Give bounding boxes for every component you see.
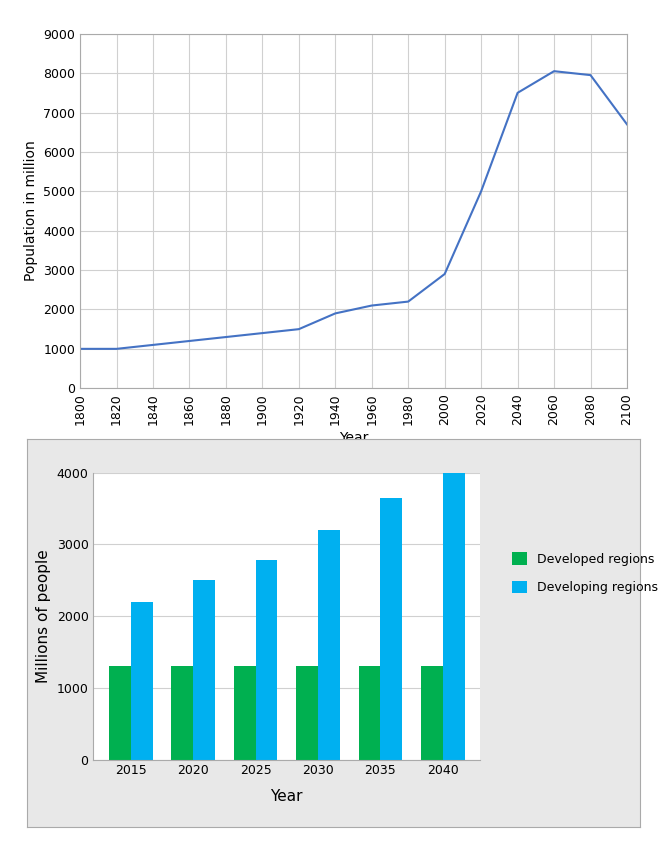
- X-axis label: Year: Year: [339, 430, 368, 445]
- Bar: [109, 667, 131, 760]
- X-axis label: Year: Year: [271, 788, 303, 803]
- Legend: Developed regions, Developing regions: Developed regions, Developing regions: [506, 546, 664, 600]
- Bar: [296, 667, 318, 760]
- Bar: [318, 530, 340, 760]
- Bar: [359, 667, 380, 760]
- Bar: [380, 498, 402, 760]
- Bar: [193, 581, 215, 760]
- Bar: [255, 560, 277, 760]
- Bar: [131, 602, 153, 760]
- Bar: [443, 473, 465, 760]
- Bar: [421, 667, 443, 760]
- Bar: [171, 667, 193, 760]
- Y-axis label: Population in million: Population in million: [23, 141, 37, 281]
- Y-axis label: Millions of people: Millions of people: [36, 549, 51, 683]
- Bar: [233, 667, 255, 760]
